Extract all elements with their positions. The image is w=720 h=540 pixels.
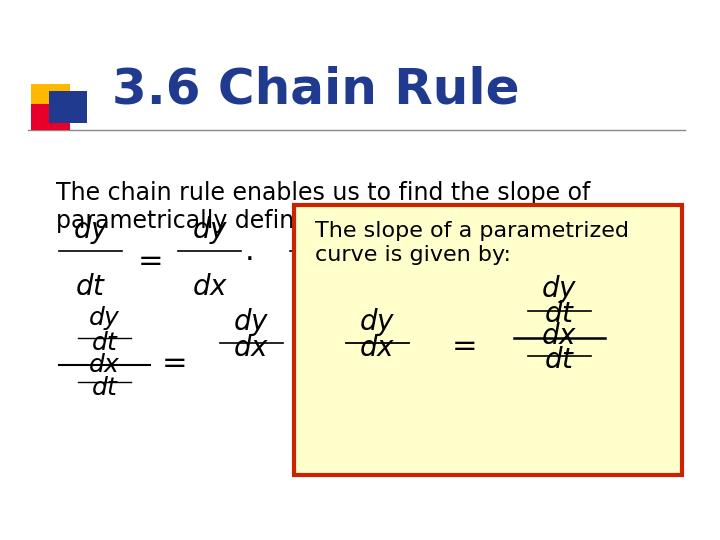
Text: $dt$: $dt$ [544,346,575,374]
Text: The slope of a parametrized
curve is given by:: The slope of a parametrized curve is giv… [315,221,629,265]
Text: $dt$: $dt$ [91,376,119,400]
Text: $dt$: $dt$ [306,273,337,301]
Text: $=$: $=$ [132,245,162,274]
Text: $=$: $=$ [446,330,477,359]
Text: $dx$: $dx$ [359,334,395,362]
Text: 3.6 Chain Rule: 3.6 Chain Rule [112,65,519,113]
Text: $dy$: $dy$ [73,214,109,246]
Text: $\cdot$: $\cdot$ [244,244,252,273]
Text: $dy$: $dy$ [192,214,228,246]
Text: $dy$: $dy$ [89,304,122,332]
Text: The chain rule enables us to find the slope of
parametrically defined curves:: The chain rule enables us to find the sl… [56,181,590,233]
Text: $dx$: $dx$ [233,334,270,362]
Text: $=$: $=$ [156,347,186,376]
Text: $dx$: $dx$ [541,322,577,350]
Text: $dx$: $dx$ [303,218,340,246]
FancyBboxPatch shape [32,104,70,130]
Text: $dt$: $dt$ [544,300,575,328]
FancyBboxPatch shape [32,84,70,109]
Text: $dx$: $dx$ [192,273,228,301]
Text: $dy$: $dy$ [541,273,577,305]
Text: $dt$: $dt$ [75,273,107,301]
FancyBboxPatch shape [49,91,87,123]
Text: $dt$: $dt$ [91,332,119,355]
Text: $dy$: $dy$ [359,306,395,338]
Text: $dy$: $dy$ [233,306,270,338]
FancyBboxPatch shape [294,205,682,475]
Text: $dx$: $dx$ [89,353,121,377]
